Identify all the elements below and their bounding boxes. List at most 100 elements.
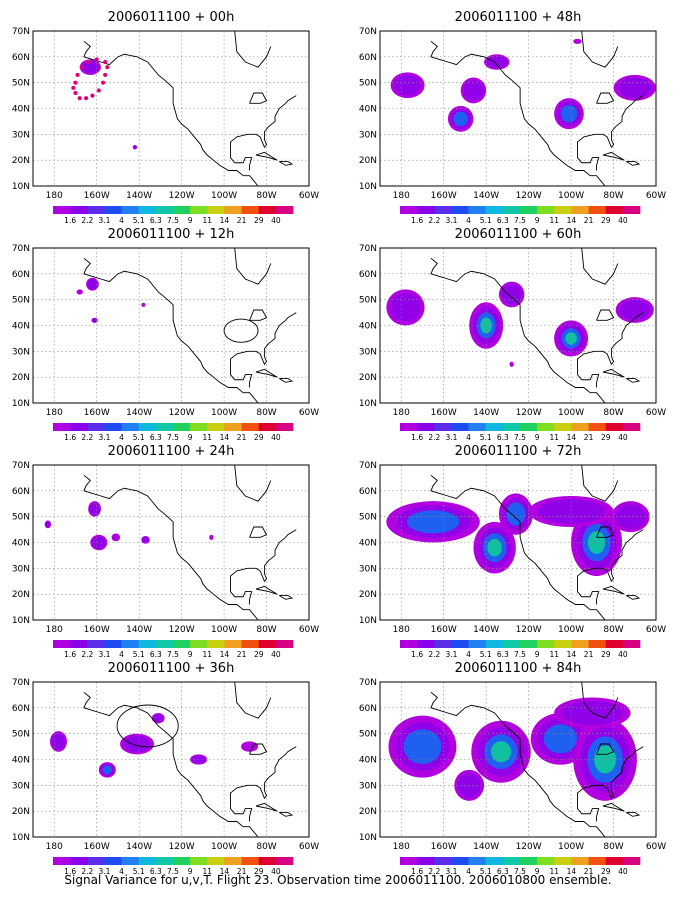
x-tick-label: 160W <box>431 842 457 852</box>
coastline <box>626 812 641 817</box>
x-tick-label: 160W <box>84 191 110 201</box>
variance-contour <box>123 735 151 753</box>
colorbar-label: 11 <box>550 650 560 659</box>
colorbar-label: 4 <box>466 867 471 876</box>
variance-contour <box>191 755 206 764</box>
variance-contour <box>153 714 164 723</box>
colorbar-swatch <box>468 857 487 865</box>
colorbar-label: 29 <box>601 216 611 225</box>
colorbar-swatch <box>258 206 277 214</box>
x-tick-label: 180 <box>393 191 410 201</box>
figure-caption: Signal Variance for u,v,T. Flight 23. Ob… <box>64 873 611 887</box>
colorbar-label: 3.1 <box>98 650 110 659</box>
colorbar-swatch <box>173 640 191 648</box>
coastline <box>83 691 259 837</box>
x-tick-label: 80W <box>603 408 623 418</box>
colorbar-swatch <box>485 423 504 431</box>
variance-contour <box>615 504 646 529</box>
colorbar-swatch <box>485 640 504 648</box>
colorbar-label: 2.2 <box>428 433 440 442</box>
map-panel: 2006011100 + 60h 180 160W 140W 120W 100W 80W 60… <box>359 227 666 418</box>
colorbar-label: 9 <box>535 433 540 442</box>
panel-title: 2006011100 + 36h <box>108 661 235 676</box>
coastline <box>83 474 259 620</box>
variance-contour <box>487 538 502 557</box>
variance-contour <box>560 104 578 123</box>
y-tick-label: 20N <box>12 156 30 166</box>
coastline <box>234 682 272 719</box>
variance-contour <box>209 534 214 540</box>
colorbar-swatch <box>121 423 140 431</box>
colorbar: 1.6 2.2 3.1 4 5.1 6.3 7.5 9 11 14 21 29 40 <box>400 857 641 876</box>
colorbar-label: 40 <box>618 650 628 659</box>
variance-contour <box>89 502 100 515</box>
x-tick-label: 140W <box>126 191 152 201</box>
coastline <box>430 40 606 186</box>
x-tick-label: 80W <box>603 191 623 201</box>
colorbar-swatch <box>53 423 71 431</box>
variance-contour <box>486 55 507 69</box>
coastline <box>83 257 259 403</box>
colorbar-label: 5.1 <box>133 216 145 225</box>
variance-contour <box>403 729 442 764</box>
colorbar-swatch <box>622 857 641 865</box>
observation-point <box>83 96 89 101</box>
colorbar: 1.6 2.2 3.1 4 5.1 6.3 7.5 9 11 14 21 29 40 <box>53 857 294 876</box>
colorbar-label: 1.6 <box>411 867 423 876</box>
y-tick-label: 10N <box>12 399 30 409</box>
colorbar-swatch <box>258 423 277 431</box>
y-tick-label: 10N <box>12 616 30 626</box>
x-tick-label: 100W <box>558 842 584 852</box>
x-tick-label: 60W <box>299 625 319 635</box>
variance-contour <box>543 724 578 754</box>
colorbar-swatch <box>537 857 555 865</box>
colorbar-label: 14 <box>220 867 230 876</box>
colorbar-label: 1.6 <box>411 433 423 442</box>
observation-point <box>75 72 80 78</box>
colorbar-swatch <box>207 640 225 648</box>
coastline <box>234 465 272 502</box>
colorbar-label: 5.1 <box>480 216 492 225</box>
colorbar-swatch <box>537 640 555 648</box>
colorbar-label: 5.1 <box>480 433 492 442</box>
colorbar-label: 4 <box>119 216 124 225</box>
colorbar-swatch <box>451 423 469 431</box>
x-tick-label: 140W <box>473 408 499 418</box>
coastline <box>602 802 625 812</box>
map-panel: 2006011100 + 12h 180 160W 140W 120W 100W 80W 60… <box>12 227 319 418</box>
colorbar-label: 2.2 <box>81 433 93 442</box>
coastline <box>255 585 278 595</box>
colorbar-swatch <box>138 206 157 214</box>
observation-point <box>105 65 110 70</box>
x-tick-label: 120W <box>516 625 542 635</box>
colorbar-label: 2.2 <box>428 216 440 225</box>
x-tick-label: 180 <box>393 625 410 635</box>
colorbar-swatch <box>275 857 294 865</box>
x-tick-label: 120W <box>169 408 195 418</box>
colorbar-swatch <box>537 423 555 431</box>
colorbar-swatch <box>190 423 208 431</box>
x-tick-label: 180 <box>393 408 410 418</box>
colorbar-label: 4 <box>119 867 124 876</box>
x-tick-label: 140W <box>126 625 152 635</box>
y-tick-label: 40N <box>12 105 30 115</box>
colorbar-label: 29 <box>254 650 264 659</box>
colorbar-swatch <box>571 423 589 431</box>
variance-contour <box>92 536 106 549</box>
colorbar-swatch <box>502 423 521 431</box>
coastline <box>626 378 641 383</box>
variance-contour <box>619 299 650 321</box>
colorbar-swatch <box>190 640 208 648</box>
coastline <box>596 526 615 538</box>
colorbar-swatch <box>571 857 589 865</box>
y-tick-label: 70N <box>359 461 377 471</box>
colorbar: 1.6 2.2 3.1 4 5.1 6.3 7.5 9 11 14 21 29 40 <box>400 423 641 442</box>
y-tick-label: 20N <box>359 373 377 383</box>
colorbar-swatch <box>622 640 641 648</box>
observation-point <box>77 96 82 101</box>
x-tick-label: 120W <box>169 625 195 635</box>
colorbar-label: 21 <box>584 867 594 876</box>
coastline <box>255 368 278 378</box>
colorbar-swatch <box>138 857 157 865</box>
